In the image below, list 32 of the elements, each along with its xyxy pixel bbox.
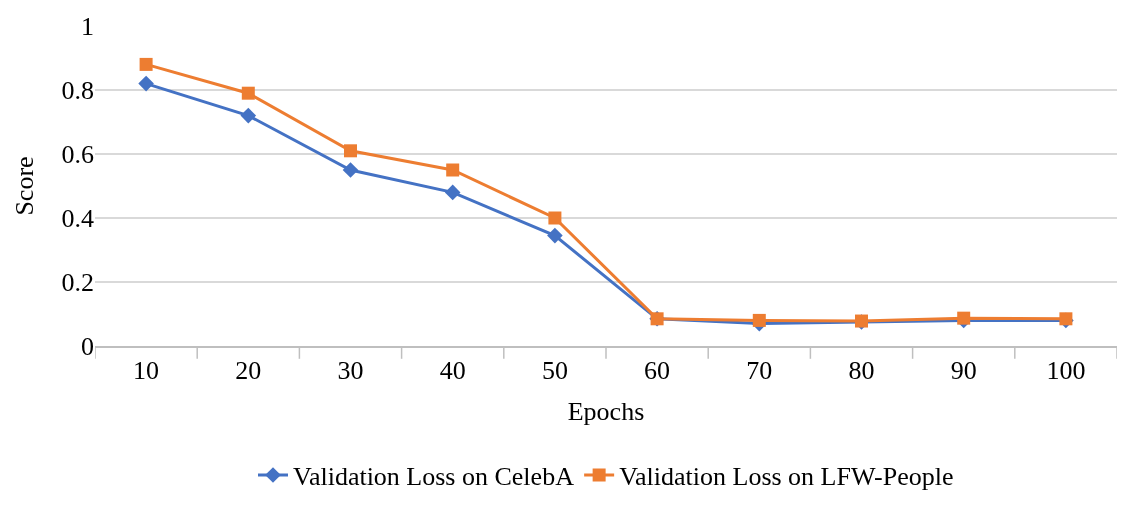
point	[241, 86, 255, 100]
x-tick-label: 60	[644, 355, 671, 385]
point	[548, 211, 562, 225]
legend-label: Validation Loss on LFW-People	[619, 462, 954, 492]
x-tick-label: 90	[950, 355, 977, 385]
point	[139, 57, 153, 71]
x-tick-label: 10	[133, 355, 160, 385]
point	[344, 144, 357, 158]
point	[444, 184, 461, 201]
x-axis-title: Epochs	[567, 397, 645, 427]
point	[446, 163, 460, 177]
y-tick-label: 0	[81, 332, 94, 362]
y-tick-label: 1	[81, 12, 94, 42]
x-tick-label: 50	[541, 355, 568, 385]
x-tick-label: 100	[1046, 355, 1086, 385]
y-tick-label: 0.8	[61, 76, 94, 106]
y-tick-label: 0.2	[61, 268, 94, 298]
y-tick-label: 0.6	[61, 140, 94, 170]
x-tick-label: 80	[848, 355, 875, 385]
legend-label: Validation Loss on CelebA	[293, 462, 575, 492]
point	[752, 313, 766, 327]
point	[240, 107, 257, 124]
point	[547, 227, 563, 244]
x-tick-label: 30	[337, 355, 364, 385]
y-tick-label: 0.4	[61, 204, 94, 234]
point	[342, 162, 359, 178]
x-tick-label: 40	[439, 355, 466, 385]
point	[957, 311, 971, 325]
x-tick-label: 20	[235, 355, 262, 385]
x-tick-label: 70	[746, 355, 773, 385]
y-axis-title: Score	[10, 156, 39, 216]
point	[138, 75, 154, 92]
